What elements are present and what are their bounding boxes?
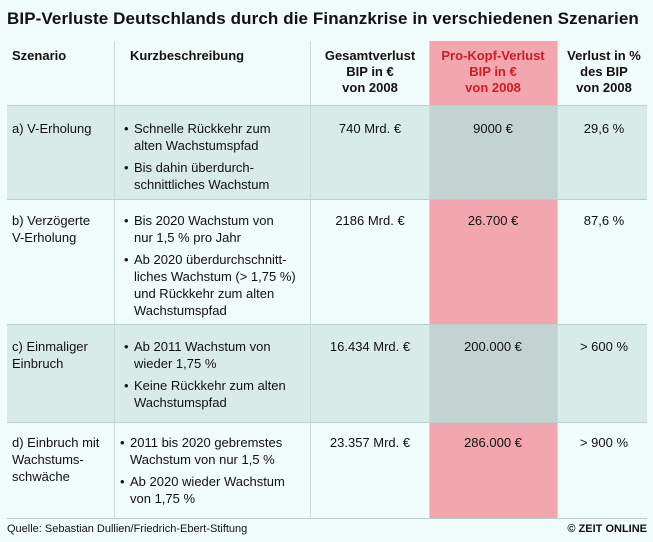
header-divider bbox=[7, 105, 647, 106]
source-note: Quelle: Sebastian Dullien/Friedrich-Eber… bbox=[7, 523, 248, 535]
row-c-verlust-prozent: > 600 % bbox=[579, 339, 629, 354]
row-b-gesamtverlust: 2186 Mrd. € bbox=[335, 213, 405, 228]
page-title: BIP-Verluste Deutschlands durch die Fina… bbox=[7, 9, 639, 28]
szenario-line: a) V-Erholung bbox=[12, 121, 92, 136]
row-band-c bbox=[7, 324, 647, 422]
row-d-pro-kopf-verlust: 286.000 € bbox=[464, 435, 522, 450]
header-line: Verlust in % bbox=[567, 48, 641, 63]
row-c-pro-kopf-verlust: 200.000 € bbox=[464, 339, 522, 354]
row-divider bbox=[7, 422, 647, 423]
row-b-pro-kopf-verlust: 26.700 € bbox=[467, 213, 519, 228]
table-bottom-divider bbox=[7, 518, 647, 519]
column-divider bbox=[557, 41, 558, 519]
szenario-line: Einbruch bbox=[12, 356, 64, 371]
header-line: Pro-Kopf-Verlust bbox=[441, 48, 545, 63]
footer: Quelle: Sebastian Dullien/Friedrich-Eber… bbox=[7, 521, 647, 541]
szenario-line: d) Einbruch mit bbox=[12, 435, 100, 450]
header-verlust-prozent: Verlust in % des BIP von 2008 bbox=[560, 48, 648, 96]
header-line: BIP in € bbox=[346, 64, 394, 79]
column-divider bbox=[429, 41, 430, 519]
szenario-line: b) Verzögerte bbox=[12, 213, 91, 228]
row-b-verlust-prozent: 87,6 % bbox=[583, 213, 625, 228]
header-line: Gesamtverlust bbox=[324, 48, 416, 63]
row-d-szenario: d) Einbruch mit Wachstums- schwäche bbox=[12, 434, 116, 485]
header-line: von 2008 bbox=[465, 80, 521, 95]
header-line: BIP in € bbox=[469, 64, 517, 79]
row-band-c-highlight bbox=[429, 324, 557, 422]
bullet-item: Bis dahin überdurch-schnittliches Wachst… bbox=[124, 159, 308, 193]
header-pro-kopf-verlust: Pro-Kopf-Verlust BIP in € von 2008 bbox=[429, 48, 557, 96]
bullet-item: Ab 2020 überdurchschnitt-liches Wachstum… bbox=[124, 251, 308, 319]
szenario-line: Wachstums- bbox=[12, 452, 84, 467]
header-line: von 2008 bbox=[342, 80, 398, 95]
header-szenario: Szenario bbox=[12, 48, 67, 63]
szenario-line: schwäche bbox=[12, 469, 70, 484]
row-divider bbox=[7, 324, 647, 325]
header-line: von 2008 bbox=[576, 80, 632, 95]
row-a-pro-kopf-verlust: 9000 € bbox=[473, 121, 513, 136]
header-kurzbeschreibung: Kurzbeschreibung bbox=[130, 48, 245, 63]
column-divider bbox=[310, 41, 311, 519]
row-b-szenario: b) Verzögerte V-Erholung bbox=[12, 212, 112, 246]
row-d-gesamtverlust: 23.357 Mrd. € bbox=[329, 435, 411, 450]
row-c-gesamtverlust: 16.434 Mrd. € bbox=[329, 339, 411, 354]
row-divider bbox=[7, 199, 647, 200]
copyright: © ZEIT ONLINE bbox=[567, 523, 647, 535]
row-c-szenario: c) Einmaliger Einbruch bbox=[12, 338, 112, 372]
header-gesamtverlust: Gesamtverlust BIP in € von 2008 bbox=[312, 48, 428, 96]
row-a-gesamtverlust: 740 Mrd. € bbox=[338, 121, 402, 136]
row-d-verlust-prozent: > 900 % bbox=[579, 435, 629, 450]
row-a-verlust-prozent: 29,6 % bbox=[583, 121, 625, 136]
row-a-szenario: a) V-Erholung bbox=[12, 120, 112, 137]
row-band-a bbox=[7, 105, 647, 199]
szenario-line: c) Einmaliger bbox=[12, 339, 88, 354]
szenario-line: V-Erholung bbox=[12, 230, 77, 245]
header-line: des BIP bbox=[580, 64, 628, 79]
row-band-a-highlight bbox=[429, 105, 557, 199]
column-divider bbox=[114, 41, 115, 519]
